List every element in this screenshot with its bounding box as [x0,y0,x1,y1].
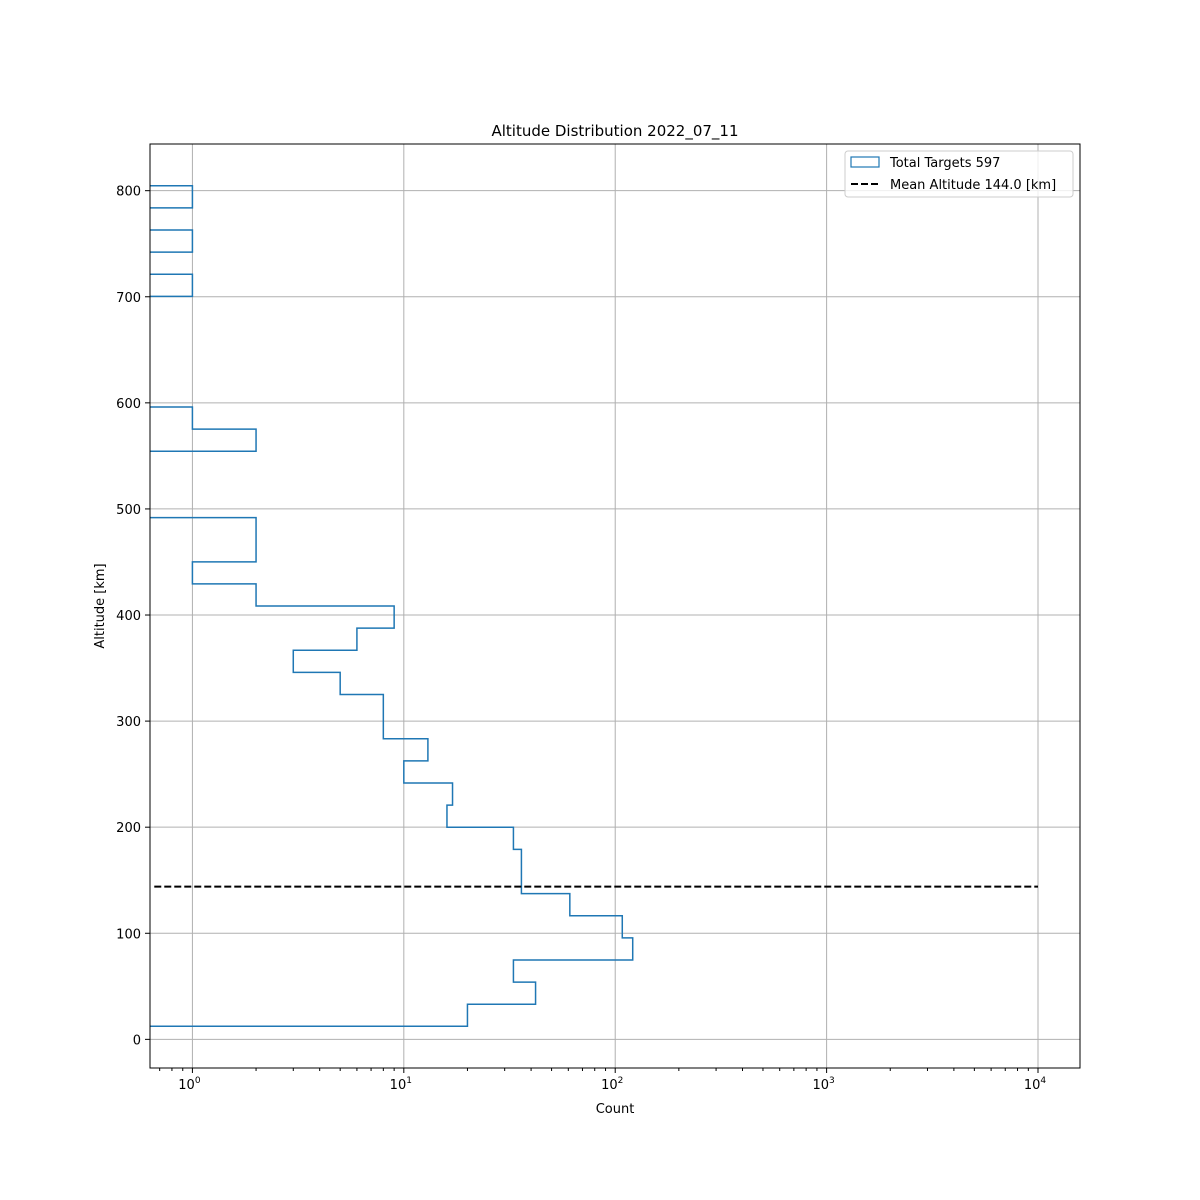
legend-entry-mean: Mean Altitude 144.0 [km] [890,178,1056,193]
y-tick-label: 700 [116,291,141,306]
x-tick-label: 104 [1024,1076,1047,1093]
y-tick-label: 100 [116,927,141,942]
x-tick-label: 103 [812,1076,834,1093]
legend-swatch-histogram [850,156,880,168]
x-tick-label: 100 [178,1076,201,1093]
y-tick-label: 500 [116,503,141,518]
x-tick-label: 102 [601,1076,623,1093]
y-tick-label: 200 [116,821,141,836]
x-axis-label: Count [596,1102,635,1117]
ticks: 100 101 102 103 104 0 100 200 300 400 500 600 700 800 [116,185,1046,1093]
histogram-step-line [150,185,634,1028]
y-axis-label: Altitude [km] [93,563,108,648]
y-tick-label: 600 [116,397,141,412]
legend-entry-total: Total Targets 597 [889,156,1000,171]
chart-title: Altitude Distribution 2022_07_11 [491,122,738,141]
legend: Total Targets 597 Mean Altitude 144.0 [k… [844,150,1074,198]
x-tick-label: 101 [390,1076,412,1093]
y-tick-label: 400 [116,609,141,624]
y-tick-label: 0 [133,1033,141,1048]
y-tick-label: 800 [116,185,141,200]
y-tick-label: 300 [116,715,141,730]
